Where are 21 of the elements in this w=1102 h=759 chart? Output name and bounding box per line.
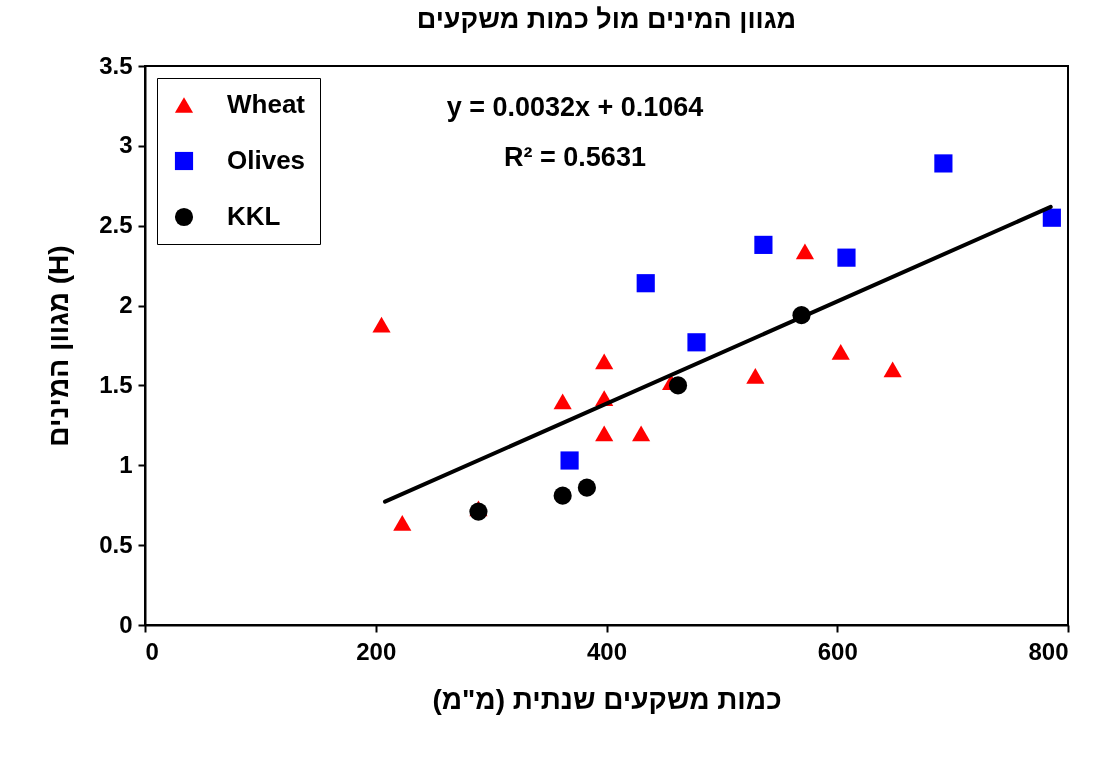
y-tick-label: 2 bbox=[119, 291, 133, 319]
annotation: R² = 0.5631 bbox=[504, 142, 646, 172]
x-tick-label: 400 bbox=[586, 637, 628, 665]
y-axis-title: מגוון המינים (H) bbox=[43, 245, 75, 447]
x-tick-label: 0 bbox=[145, 637, 159, 665]
y-tick-label: 1.5 bbox=[99, 370, 133, 398]
y-tick-label: 3 bbox=[119, 131, 133, 159]
x-tick-label: 800 bbox=[1028, 637, 1069, 665]
legend-label: Wheat bbox=[227, 89, 306, 119]
y-tick-label: 2.5 bbox=[99, 211, 133, 239]
annotation: y = 0.0032x + 0.1064 bbox=[446, 92, 704, 122]
chart-title: מגוון המינים מול כמות משקעים bbox=[416, 4, 797, 34]
legend-label: KKL bbox=[227, 201, 281, 231]
y-tick-label: 3.5 bbox=[99, 51, 133, 79]
x-axis-title: כמות משקעים שנתית (מ"מ) bbox=[432, 683, 782, 715]
x-tick-label: 200 bbox=[356, 637, 397, 665]
x-tick-label: 600 bbox=[817, 637, 858, 665]
legend-label: Olives bbox=[227, 145, 306, 175]
y-tick-label: 0.5 bbox=[99, 530, 133, 558]
y-tick-label: 0 bbox=[119, 610, 133, 638]
y-tick-label: 1 bbox=[119, 450, 133, 478]
